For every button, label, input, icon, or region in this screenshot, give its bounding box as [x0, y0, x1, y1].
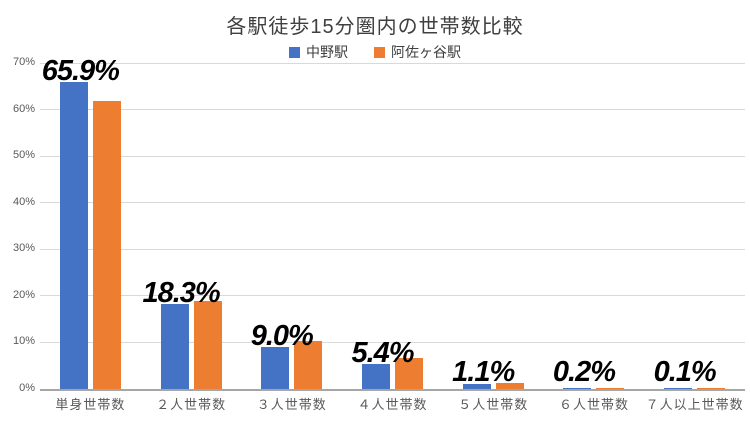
- x-axis-labels: 単身世帯数 ２人世帯数 ３人世帯数 ４人世帯数 ５人世帯数 ６人世帯数 ７人以上世帯数: [40, 394, 745, 413]
- y-axis-tick-0%: 0%: [19, 382, 35, 394]
- y-axis-tick-10%: 10%: [12, 335, 35, 348]
- bar-nakano-cat6: [664, 388, 693, 389]
- gridline-40%: [40, 202, 745, 204]
- gridline-70%: [40, 62, 745, 64]
- data-label-cat3: 5.4%: [351, 336, 414, 369]
- x-axis-label-cat6: ７人以上世帯数: [645, 397, 744, 412]
- y-axis-tick-60%: 60%: [12, 102, 35, 115]
- legend-item-asagaya: 阿佐ヶ谷駅: [374, 42, 461, 62]
- y-axis-tick-20%: 20%: [12, 288, 35, 301]
- bar-asagaya-cat2: [294, 340, 323, 389]
- legend-item-nakano: 中野駅: [289, 42, 348, 62]
- y-axis-tick-70%: 70%: [12, 56, 35, 68]
- bar-asagaya-cat4: [495, 382, 524, 389]
- x-axis-label-cat0: 単身世帯数: [55, 397, 126, 412]
- bar-nakano-cat1: [160, 303, 189, 389]
- data-label-cat6: 0.1%: [653, 356, 717, 389]
- x-axis-label-cat1: ２人世帯数: [156, 397, 227, 412]
- chart-legend: 中野駅 阿佐ヶ谷駅: [0, 42, 750, 62]
- y-axis-tick-50%: 50%: [12, 149, 35, 162]
- bar-nakano-cat3: [362, 363, 391, 389]
- y-axis-tick-30%: 30%: [12, 242, 35, 255]
- bar-asagaya-cat3: [395, 358, 424, 389]
- bar-asagaya-cat5: [596, 387, 625, 389]
- x-axis-label-cat5: ６人世帯数: [558, 397, 629, 412]
- gridline-60%: [40, 109, 745, 111]
- data-label-cat4: 1.1%: [452, 356, 515, 389]
- category-slot-1: 18.3%: [141, 63, 242, 389]
- gridline-30%: [40, 248, 745, 250]
- bar-asagaya-cat6: [697, 388, 726, 389]
- x-axis-label-cat4: ５人世帯数: [458, 397, 529, 412]
- plot-area: 65.9% 18.3% 9.0% 5.4% 1.1% 0.2% 0.1%: [40, 55, 745, 391]
- gridline-20%: [40, 295, 745, 297]
- legend-swatch-nakano-icon: [289, 46, 300, 58]
- bar-nakano-cat4: [462, 383, 491, 389]
- x-axis-label-cat3: ４人世帯数: [357, 397, 428, 412]
- bar-asagaya-cat1: [193, 300, 222, 389]
- category-slot-3: 5.4%: [342, 63, 443, 389]
- legend-label-nakano: 中野駅: [306, 44, 348, 60]
- y-axis-tick-40%: 40%: [12, 195, 35, 208]
- chart-title: 各駅徒歩15分圏内の世帯数比較: [226, 16, 524, 38]
- legend-label-asagaya: 阿佐ヶ谷駅: [391, 44, 461, 60]
- category-slot-2: 9.0%: [241, 63, 342, 389]
- category-slot-4: 1.1%: [443, 63, 544, 389]
- bar-nakano-cat5: [563, 388, 592, 389]
- gridline-10%: [40, 341, 745, 343]
- category-slot-0: 65.9%: [40, 55, 141, 389]
- category-slot-5: 0.2%: [544, 63, 645, 389]
- data-label-cat2: 9.0%: [250, 320, 314, 353]
- category-slot-6: 0.1%: [644, 63, 745, 389]
- bar-asagaya-cat0: [92, 101, 121, 389]
- data-label-cat5: 0.2%: [552, 356, 616, 389]
- x-axis-label-cat2: ３人世帯数: [256, 397, 327, 412]
- legend-swatch-asagaya-icon: [374, 46, 385, 58]
- gridline-50%: [40, 155, 745, 157]
- data-label-cat0: 65.9%: [41, 55, 120, 88]
- data-label-cat1: 18.3%: [142, 276, 220, 309]
- bar-nakano-cat0: [59, 82, 88, 389]
- bar-nakano-cat2: [261, 347, 290, 389]
